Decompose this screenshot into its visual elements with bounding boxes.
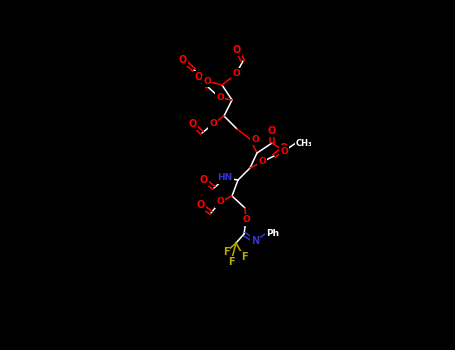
Text: O: O: [195, 72, 203, 82]
Text: O: O: [280, 147, 288, 155]
Text: O: O: [216, 93, 224, 103]
Text: O: O: [251, 134, 259, 144]
Text: F: F: [228, 257, 234, 267]
Text: O: O: [242, 216, 250, 224]
Text: O: O: [268, 126, 276, 136]
Text: O: O: [179, 55, 187, 65]
Text: O: O: [216, 197, 224, 206]
Text: HN: HN: [217, 174, 233, 182]
Text: O: O: [280, 143, 288, 153]
Text: O: O: [209, 119, 217, 128]
Text: Ph: Ph: [267, 230, 279, 238]
Text: O: O: [197, 200, 205, 210]
Text: CH₃: CH₃: [296, 139, 312, 147]
Text: F: F: [241, 252, 248, 262]
Text: O: O: [232, 70, 240, 78]
Text: F: F: [222, 247, 229, 257]
Text: O: O: [258, 158, 266, 167]
Text: O: O: [200, 175, 208, 185]
Text: O: O: [189, 119, 197, 129]
Text: O: O: [203, 77, 211, 85]
Text: O: O: [233, 45, 241, 55]
Text: N: N: [251, 236, 259, 246]
